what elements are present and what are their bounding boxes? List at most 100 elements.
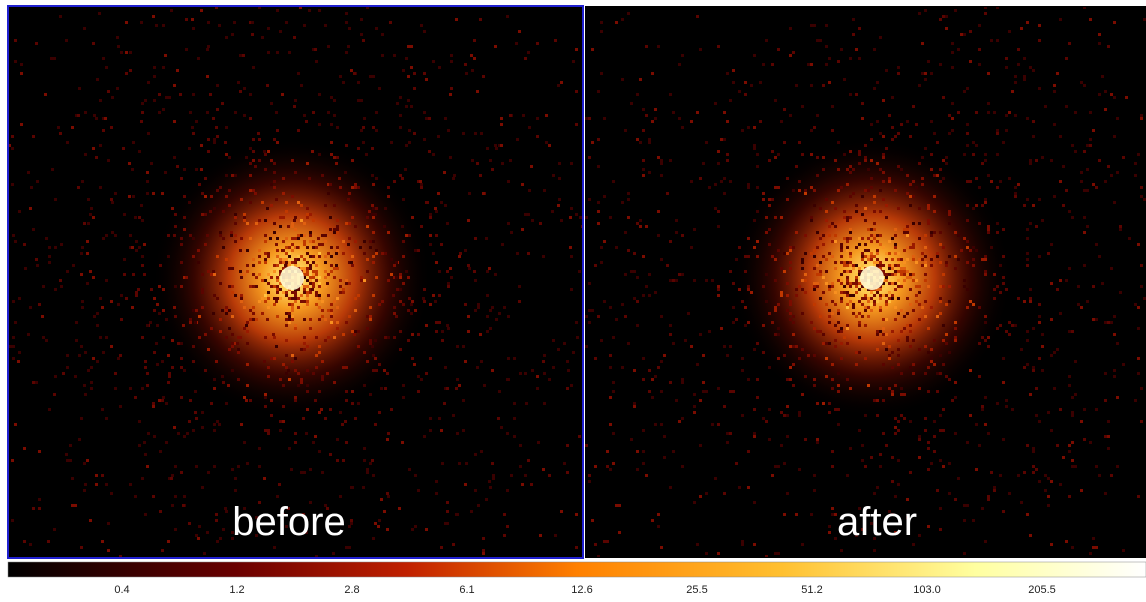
pixel bbox=[933, 195, 936, 198]
pixel bbox=[966, 240, 969, 243]
pixel bbox=[275, 345, 278, 348]
pixel bbox=[300, 300, 303, 303]
pixel bbox=[407, 276, 410, 279]
pixel bbox=[804, 234, 807, 237]
pixel bbox=[446, 387, 449, 390]
pixel bbox=[987, 432, 990, 435]
pixel bbox=[303, 318, 306, 321]
pixel bbox=[281, 249, 284, 252]
pixel bbox=[162, 396, 165, 399]
pixel bbox=[12, 234, 15, 237]
source-core bbox=[280, 266, 304, 290]
pixel bbox=[828, 57, 831, 60]
pixel bbox=[341, 423, 344, 426]
pixel bbox=[948, 213, 951, 216]
pixel bbox=[273, 357, 276, 360]
pixel bbox=[297, 297, 300, 300]
pixel bbox=[924, 9, 927, 12]
pixel bbox=[179, 93, 182, 96]
pixel bbox=[627, 342, 630, 345]
pixel bbox=[227, 384, 230, 387]
pixel bbox=[219, 330, 222, 333]
pixel bbox=[81, 300, 84, 303]
pixel bbox=[894, 285, 897, 288]
pixel bbox=[146, 324, 149, 327]
pixel bbox=[1065, 279, 1068, 282]
pixel bbox=[425, 201, 428, 204]
pixel bbox=[771, 255, 774, 258]
pixel bbox=[600, 261, 603, 264]
pixel bbox=[312, 111, 315, 114]
pixel bbox=[1005, 57, 1008, 60]
pixel bbox=[405, 234, 408, 237]
pixel bbox=[288, 252, 291, 255]
pixel bbox=[717, 45, 720, 48]
pixel bbox=[441, 462, 444, 465]
pixel bbox=[324, 318, 327, 321]
pixel bbox=[264, 393, 267, 396]
pixel bbox=[648, 294, 651, 297]
pixel bbox=[1095, 408, 1098, 411]
pixel bbox=[966, 132, 969, 135]
pixel bbox=[915, 294, 918, 297]
pixel bbox=[294, 396, 297, 399]
pixel bbox=[369, 75, 372, 78]
pixel bbox=[1071, 546, 1074, 549]
pixel bbox=[315, 258, 318, 261]
pixel bbox=[1008, 333, 1011, 336]
pixel bbox=[321, 471, 324, 474]
pixel bbox=[477, 303, 480, 306]
pixel bbox=[801, 279, 804, 282]
pixel bbox=[1089, 441, 1092, 444]
pixel bbox=[168, 372, 171, 375]
pixel bbox=[855, 315, 858, 318]
pixel bbox=[939, 63, 942, 66]
pixel bbox=[191, 18, 194, 21]
pixel bbox=[560, 81, 563, 84]
pixel bbox=[272, 333, 275, 336]
pixel bbox=[210, 195, 213, 198]
pixel bbox=[312, 261, 315, 264]
pixel bbox=[783, 354, 786, 357]
pixel bbox=[963, 558, 966, 561]
pixel bbox=[501, 243, 504, 246]
pixel bbox=[456, 432, 459, 435]
pixel bbox=[252, 318, 255, 321]
pixel bbox=[897, 279, 900, 282]
colorbar-tick-label: 25.5 bbox=[686, 584, 707, 596]
pixel bbox=[297, 129, 300, 132]
pixel bbox=[639, 78, 642, 81]
pixel bbox=[996, 222, 999, 225]
pixel bbox=[245, 324, 248, 327]
pixel bbox=[612, 432, 615, 435]
pixel bbox=[966, 288, 969, 291]
pixel bbox=[273, 231, 276, 234]
pixel bbox=[897, 312, 900, 315]
pixel bbox=[747, 237, 750, 240]
pixel bbox=[891, 258, 894, 261]
pixel bbox=[867, 384, 870, 387]
pixel bbox=[225, 153, 228, 156]
pixel bbox=[558, 177, 561, 180]
pixel bbox=[429, 243, 432, 246]
pixel bbox=[831, 363, 834, 366]
pixel bbox=[678, 63, 681, 66]
pixel bbox=[954, 321, 957, 324]
pixel bbox=[1086, 225, 1089, 228]
pixel bbox=[858, 336, 861, 339]
pixel bbox=[29, 543, 32, 546]
pixel bbox=[636, 300, 639, 303]
pixel bbox=[588, 198, 591, 201]
pixel bbox=[306, 216, 309, 219]
pixel bbox=[213, 423, 216, 426]
pixel bbox=[456, 378, 459, 381]
pixel bbox=[642, 450, 645, 453]
pixel bbox=[642, 108, 645, 111]
pixel bbox=[768, 243, 771, 246]
pixel bbox=[347, 243, 350, 246]
pixel bbox=[906, 246, 909, 249]
pixel bbox=[966, 504, 969, 507]
pixel bbox=[801, 267, 804, 270]
pixel bbox=[924, 78, 927, 81]
pixel bbox=[585, 117, 588, 120]
